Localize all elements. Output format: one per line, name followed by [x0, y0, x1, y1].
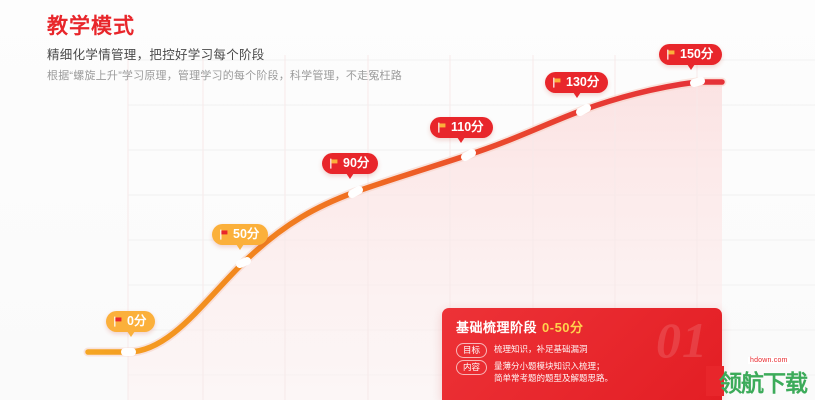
card-row-goal: 目标 梳理知识，补足基础漏洞 [456, 343, 588, 358]
page-description: 根据“螺旋上升”学习原理，管理学习的每个阶段，科学管理，不走冤枉路 [47, 70, 402, 82]
curve-node-gaps [121, 77, 705, 356]
flag-icon [329, 158, 340, 169]
goal-text: 梳理知识，补足基础漏洞 [494, 344, 588, 354]
growth-curve-line [85, 79, 725, 355]
score-badge-150[interactable]: 150分 [659, 44, 723, 70]
flag-icon [666, 49, 677, 60]
score-badge-0[interactable]: 0分 [106, 311, 156, 337]
content-tag: 内容 [456, 360, 488, 375]
content-line-1: 量薄分小题模块知识入梳理； [494, 361, 605, 371]
score-badge-130[interactable]: 130分 [545, 72, 609, 98]
flag-icon [113, 316, 124, 327]
score-badge-label: 110分 [451, 120, 484, 134]
score-badge-label: 0分 [127, 314, 147, 328]
stage-number-watermark: 01 [656, 312, 708, 368]
badge-pointer [572, 92, 581, 98]
score-badge-label: 90分 [343, 156, 370, 170]
stage-name: 基础梳理阶段 [456, 320, 538, 335]
flag-icon [552, 77, 563, 88]
content-text: 量薄分小题模块知识入梳理； 简单常考题的题型及解题思路。 [494, 360, 613, 384]
watermark-mark [706, 366, 724, 396]
score-badge-label: 50分 [233, 227, 260, 241]
site-watermark: 领航下载 hdown.com [706, 357, 808, 396]
flag-icon [219, 229, 230, 240]
badge-pointer [126, 331, 135, 337]
card-row-content: 内容 量薄分小题模块知识入梳理； 简单常考题的题型及解题思路。 [456, 360, 613, 384]
badge-pointer [457, 137, 466, 143]
score-badge-110[interactable]: 110分 [430, 117, 493, 143]
goal-tag: 目标 [456, 343, 488, 358]
badge-pointer [236, 244, 245, 250]
score-badge-label: 150分 [680, 47, 714, 61]
page-title: 教学模式 [47, 15, 135, 38]
stage-title: 基础梳理阶段 0-50分 [456, 319, 584, 336]
badge-pointer [686, 64, 695, 70]
watermark-url: hdown.com [748, 357, 790, 364]
score-badge-90[interactable]: 90分 [322, 153, 379, 179]
badge-pointer [346, 173, 355, 179]
stage-info-card[interactable]: 01 基础梳理阶段 0-50分 目标 梳理知识，补足基础漏洞 内容 量薄分小题模块… [442, 308, 722, 400]
flag-icon [437, 122, 448, 133]
watermark-brand: 领航下载 [719, 370, 808, 396]
score-badge-label: 130分 [566, 75, 600, 89]
header-block: 教学模式 精细化学情管理，把控好学习每个阶段 根据“螺旋上升”学习原理，管理学习… [47, 14, 402, 84]
content-line-2: 简单常考题的题型及解题思路。 [494, 373, 614, 383]
page-subtitle: 精细化学情管理，把控好学习每个阶段 [47, 48, 265, 62]
score-badge-50[interactable]: 50分 [212, 224, 269, 250]
stage-score-range: 0-50分 [542, 320, 584, 335]
